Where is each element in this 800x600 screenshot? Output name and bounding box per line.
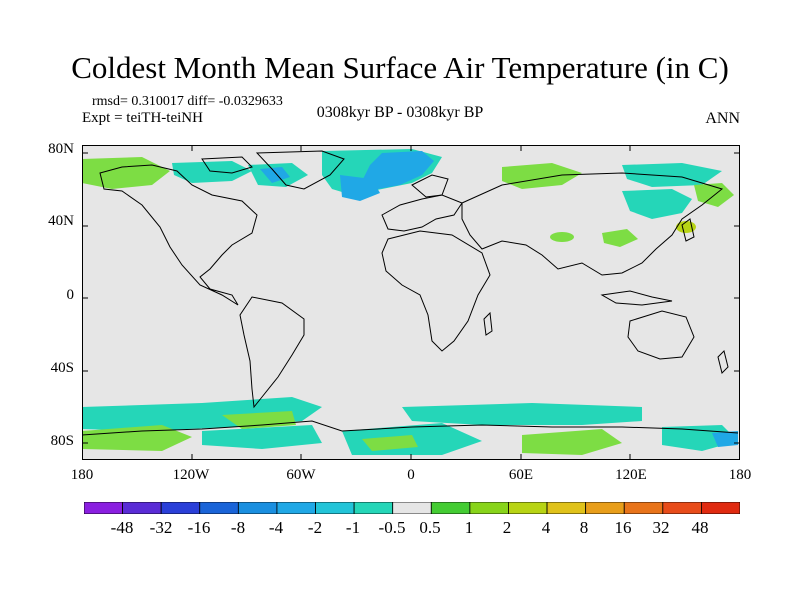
patch-barents-blue xyxy=(340,175,380,201)
patch-so-east-cyan xyxy=(402,403,642,425)
colorbar-label: -4 xyxy=(268,518,284,537)
coast-scandinavia xyxy=(411,174,449,198)
colorbar-label: 2 xyxy=(502,518,512,537)
colorbar-label: -16 xyxy=(187,518,211,537)
colorbar-swatch xyxy=(84,502,123,514)
colorbar-label: 8 xyxy=(579,518,589,537)
colorbar-swatch xyxy=(623,502,664,514)
lon-label-120e: 120E xyxy=(615,467,647,483)
patch-ant-green-2 xyxy=(222,411,296,429)
patch-ant-cyan-1 xyxy=(202,425,322,449)
colorbar-swatch xyxy=(662,502,702,514)
map-ticks xyxy=(82,145,740,460)
lon-label-60e: 60E xyxy=(508,467,534,483)
patch-canada-cyan xyxy=(172,161,252,183)
patch-siberia-green xyxy=(502,163,582,189)
coast-japan xyxy=(681,218,695,242)
patch-pacific-nw-cyan xyxy=(622,189,692,219)
coast-north-america xyxy=(99,164,258,306)
patch-nordic-blue xyxy=(362,151,434,189)
lat-label-80n: 80N xyxy=(48,141,74,157)
colorbar-label: -8 xyxy=(230,518,246,537)
coast-indonesia xyxy=(600,290,673,306)
colorbar-swatch xyxy=(237,502,278,514)
colorbar-label: -1 xyxy=(345,518,361,537)
colorbar-swatch xyxy=(392,502,432,514)
patch-india-green xyxy=(550,232,574,242)
coast-greenland xyxy=(255,150,345,190)
coast-asia xyxy=(461,172,724,276)
experiment-label: Expt = teiTH-teiNH xyxy=(82,110,203,126)
lon-label-0: 0 xyxy=(407,467,415,483)
coast-africa xyxy=(381,230,491,352)
colorbar-label: 0.5 xyxy=(419,518,441,537)
season-label: ANN xyxy=(705,110,740,127)
colorbar xyxy=(84,502,740,514)
coast-australia xyxy=(627,310,695,360)
map-title: Coldest Month Mean Surface Air Temperatu… xyxy=(71,50,729,85)
lon-label-60w: 60W xyxy=(286,467,316,483)
patch-ant-green-3 xyxy=(362,435,418,451)
colorbar-label: 48 xyxy=(691,518,709,537)
patch-ant-green-1 xyxy=(82,425,192,451)
colorbar-swatch xyxy=(508,502,548,514)
colorbar-swatch xyxy=(199,502,239,514)
colorbar-swatch xyxy=(585,502,625,514)
coast-new-zealand xyxy=(717,350,729,374)
stats-line: rmsd= 0.310017 diff= -0.0329633 xyxy=(92,94,283,109)
period-label: 0308kyr BP - 0308kyr BP xyxy=(316,104,484,121)
colorbar-swatch xyxy=(276,502,316,514)
colorbar-label: -48 xyxy=(110,518,134,537)
patch-hudson-blue xyxy=(260,167,290,183)
lat-label-40s: 40S xyxy=(50,360,74,376)
lat-label-40n: 40N xyxy=(48,213,74,229)
colorbar-swatch xyxy=(315,502,355,514)
colorbar-label: 1 xyxy=(464,518,474,537)
colorbar-swatch xyxy=(469,502,509,514)
colorbar-label: 32 xyxy=(652,518,670,537)
lat-label-0: 0 xyxy=(66,287,75,303)
patch-ant-green-4 xyxy=(522,429,622,455)
colorbar-swatch xyxy=(353,502,394,514)
coastlines xyxy=(82,150,739,436)
colorbar-swatch xyxy=(160,502,201,514)
colorbar-label: -2 xyxy=(307,518,323,537)
colorbar-swatch xyxy=(701,502,740,514)
coast-arctic-islands xyxy=(201,156,253,174)
lon-label-180w: 180 xyxy=(70,467,94,483)
coast-south-america xyxy=(239,296,305,409)
lon-label-120w: 120W xyxy=(172,467,210,483)
coast-antarctica xyxy=(82,420,739,436)
lon-label-180e: 180 xyxy=(728,467,752,483)
world-map xyxy=(82,145,740,460)
coast-europe xyxy=(381,194,463,232)
colorbar-label: -0.5 xyxy=(378,518,406,537)
colorbar-swatch xyxy=(546,502,587,514)
coast-madagascar xyxy=(483,311,493,336)
lat-label-80s: 80S xyxy=(50,433,74,449)
patch-ant-blue-3 xyxy=(712,431,738,447)
colorbar-label: 4 xyxy=(541,518,551,537)
colorbar-swatch xyxy=(122,502,162,514)
colorbar-label: 16 xyxy=(614,518,632,537)
patch-east-asia-green xyxy=(602,229,638,247)
colorbar-swatch xyxy=(430,502,471,514)
colorbar-label: -32 xyxy=(149,518,173,537)
